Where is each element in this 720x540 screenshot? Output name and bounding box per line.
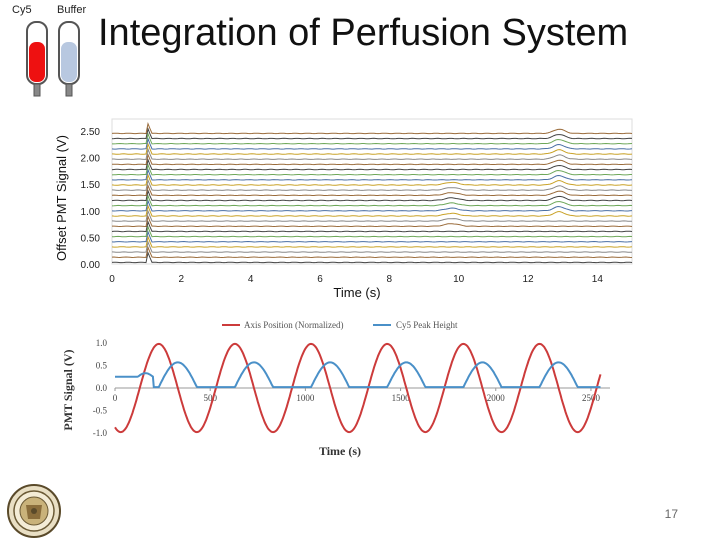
top-plot-frame xyxy=(111,118,633,265)
top-trace xyxy=(111,127,633,140)
top-trace xyxy=(111,158,633,171)
top-trace xyxy=(111,234,633,248)
top-trace xyxy=(111,163,632,176)
page-number: 17 xyxy=(664,507,678,521)
top-trace xyxy=(111,189,633,202)
pmt-signal-chart: Axis Position (Normalized) Cy5 Peak Heigh… xyxy=(61,320,610,458)
reservoir-tubes-icon xyxy=(26,21,80,97)
top-trace xyxy=(111,194,633,207)
top-trace xyxy=(111,178,633,191)
top-trace xyxy=(111,199,633,212)
bottom-chart-ylabel: PMT Signal (V) xyxy=(61,349,75,430)
offset-pmt-chart: Offset PMT Signal (V) 0.00 0.50 1.00 1.50 2.… xyxy=(54,118,633,300)
top-trace xyxy=(111,168,633,181)
top-xtick-label: 6 xyxy=(317,274,323,285)
top-trace xyxy=(111,225,633,238)
slide-title: Integration of Perfusion System xyxy=(98,12,629,54)
buffer-tube-icon xyxy=(58,21,80,97)
tube-label-cy5: Cy5 xyxy=(12,4,32,16)
top-xtick-label: 14 xyxy=(592,274,604,285)
legend-label-cy5-peak: Cy5 Peak Height xyxy=(396,320,458,330)
top-ytick-label: 1.50 xyxy=(81,180,101,191)
bottom-xtick-label: 0 xyxy=(113,393,118,403)
top-trace xyxy=(111,121,633,135)
top-trace xyxy=(112,132,633,145)
top-xtick-label: 2 xyxy=(179,274,185,285)
legend-label-axis-position: Axis Position (Normalized) xyxy=(244,320,344,330)
bottom-ytick-label: -1.0 xyxy=(93,428,108,438)
tube-label-buffer: Buffer xyxy=(57,4,87,16)
bottom-ytick-label: 0.5 xyxy=(96,361,108,371)
top-trace xyxy=(111,245,633,259)
top-trace xyxy=(111,240,633,253)
top-ytick-label: 0.50 xyxy=(81,233,101,244)
top-chart-xlabel: Time (s) xyxy=(333,285,380,300)
top-trace xyxy=(111,209,632,222)
cy5-tube-icon xyxy=(26,21,48,97)
top-xtick-label: 4 xyxy=(248,274,254,285)
bottom-xtick-label: 1500 xyxy=(392,393,411,403)
top-trace xyxy=(111,183,633,197)
series-axis-position xyxy=(114,342,602,434)
bottom-xtick-label: 500 xyxy=(203,393,217,403)
top-trace xyxy=(111,220,633,233)
top-trace xyxy=(111,250,633,264)
university-seal-icon xyxy=(7,484,61,538)
top-trace xyxy=(111,173,633,186)
top-trace xyxy=(112,214,633,228)
top-trace xyxy=(111,136,633,150)
top-ytick-label: 0.00 xyxy=(81,260,101,271)
bottom-chart-xlabel: Time (s) xyxy=(319,444,361,458)
series-cy5-peak-height xyxy=(115,361,601,389)
top-ytick-label: 1.00 xyxy=(81,207,101,218)
top-xtick-label: 12 xyxy=(522,274,534,285)
top-trace xyxy=(111,230,633,243)
bottom-ytick-label: 1.0 xyxy=(96,338,108,348)
bottom-xtick-label: 2000 xyxy=(487,393,506,403)
bottom-xtick-label: 1000 xyxy=(296,393,315,403)
top-xtick-label: 0 xyxy=(109,274,115,285)
bottom-ytick-label: -0.5 xyxy=(93,406,108,416)
top-trace xyxy=(111,204,633,217)
top-chart-ylabel: Offset PMT Signal (V) xyxy=(54,135,69,261)
top-xtick-label: 8 xyxy=(387,274,393,285)
top-trace xyxy=(111,142,633,155)
top-ytick-label: 2.50 xyxy=(81,127,101,138)
top-trace xyxy=(112,147,633,160)
top-trace xyxy=(111,152,633,166)
bottom-ytick-label: 0.0 xyxy=(96,383,108,393)
bottom-xtick-label: 2500 xyxy=(582,393,601,403)
top-xtick-label: 10 xyxy=(453,274,465,285)
top-ytick-label: 2.00 xyxy=(81,154,101,165)
